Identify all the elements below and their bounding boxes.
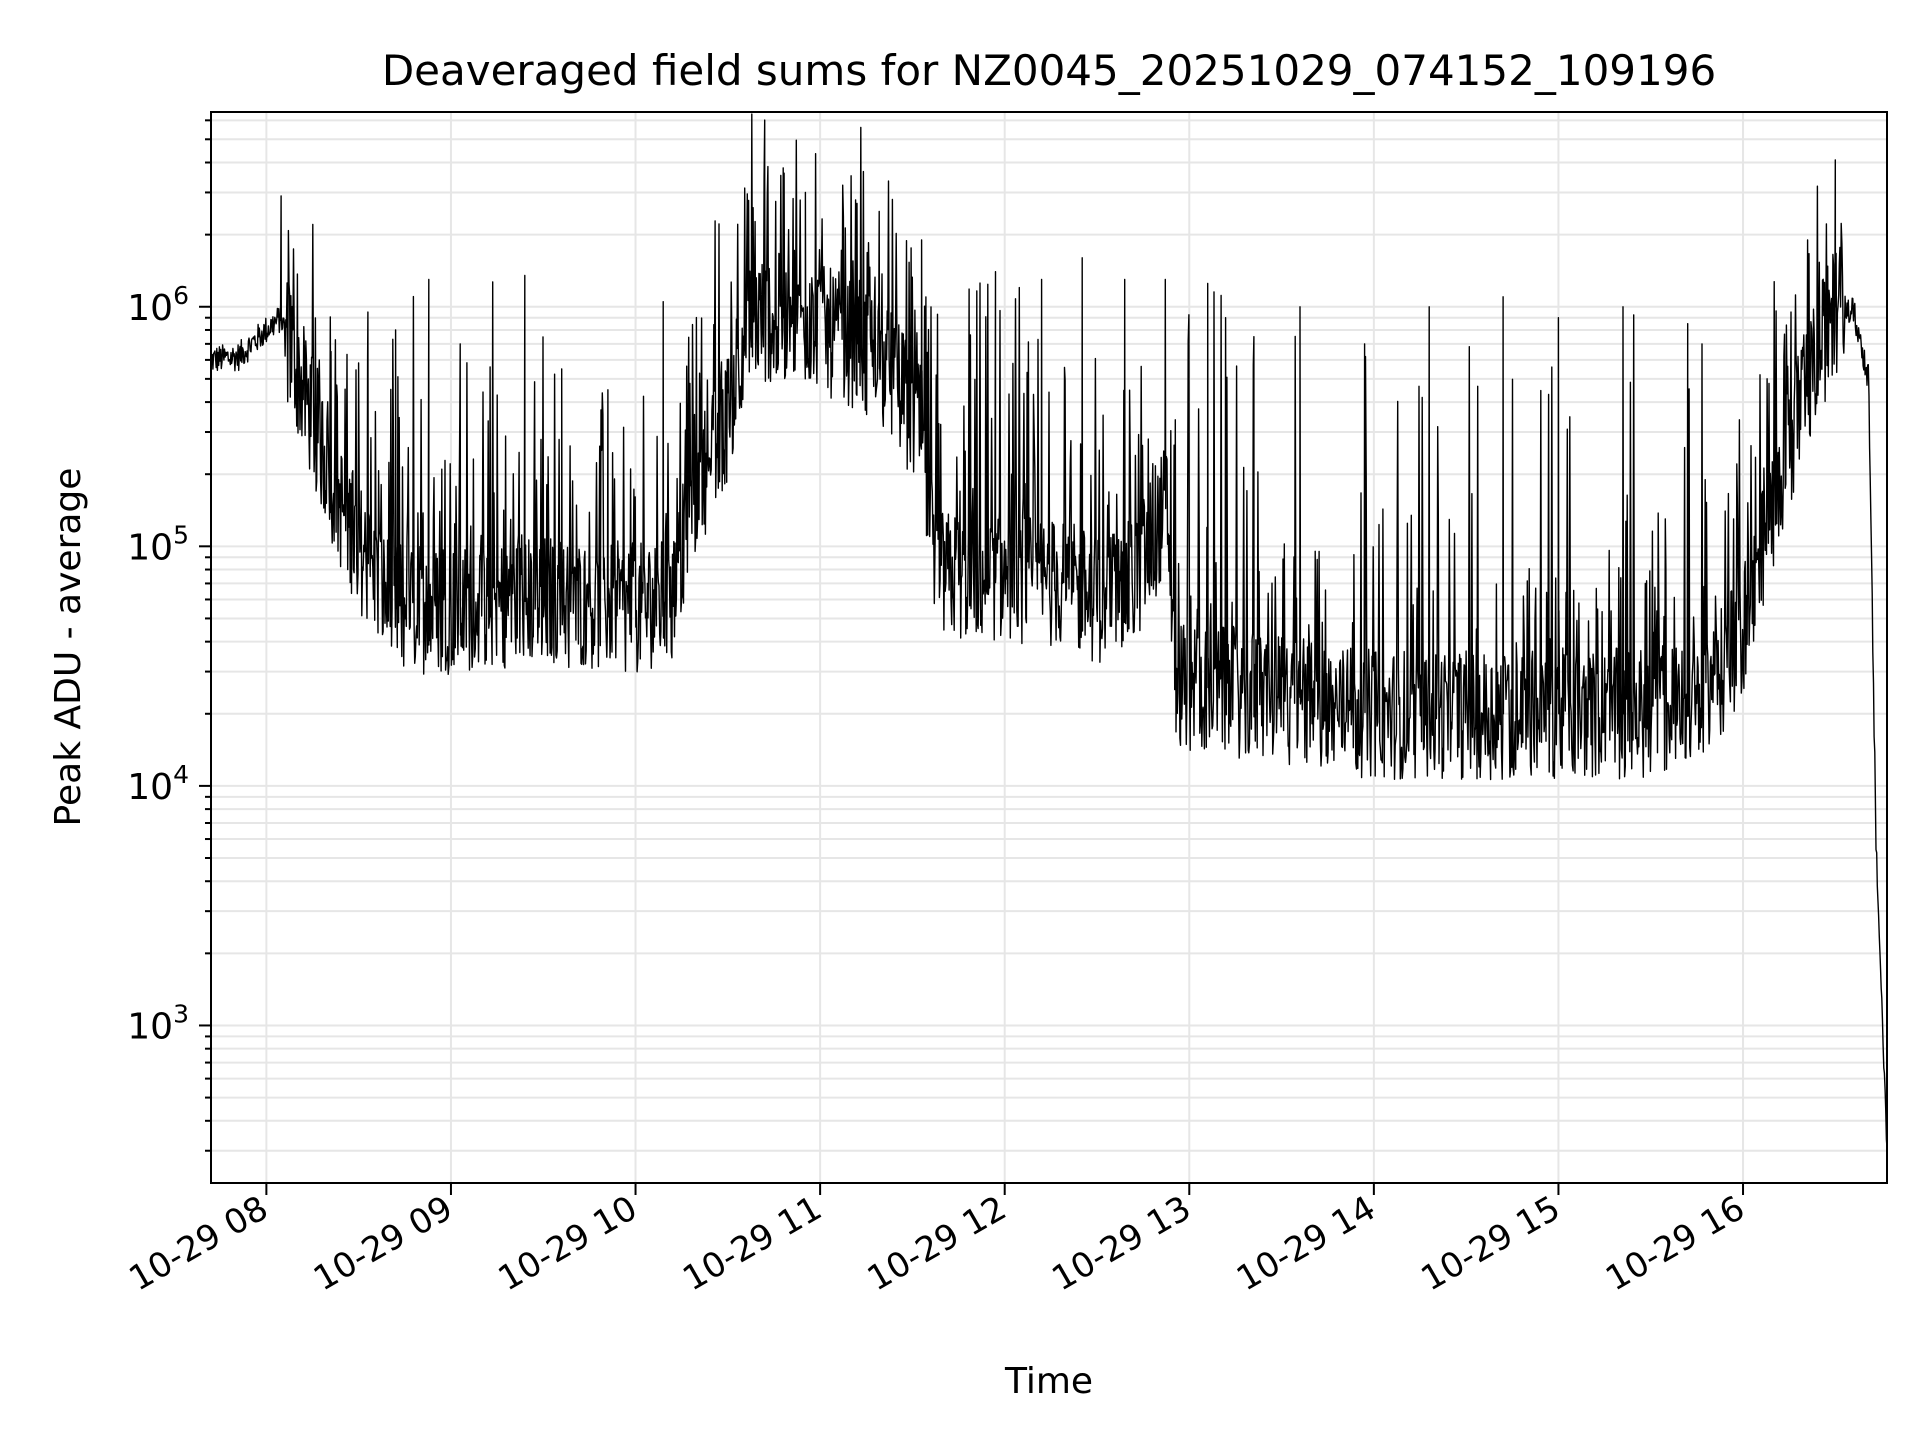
chart-title: Deaveraged field sums for NZ0045_2025102… — [382, 46, 1716, 95]
y-tick-label: 105 — [127, 520, 189, 568]
y-tick-label: 104 — [127, 760, 189, 808]
y-tick-label: 106 — [127, 281, 189, 329]
plot-area-frame — [210, 111, 1888, 1184]
grid-layer — [211, 112, 1887, 1183]
y-tick-label: 103 — [127, 999, 189, 1047]
y-tick-exponent: 3 — [173, 999, 189, 1028]
y-tick-exponent: 5 — [173, 520, 189, 549]
x-axis-label: Time — [1004, 1361, 1093, 1402]
y-tick-base: 10 — [127, 527, 173, 568]
y-tick-exponent: 4 — [173, 760, 189, 789]
series-line — [210, 113, 1888, 1148]
y-tick-base: 10 — [127, 767, 173, 808]
y-tick-base: 10 — [127, 1006, 173, 1047]
y-axis-label: Peak ADU - average — [48, 468, 89, 827]
y-tick-exponent: 6 — [173, 281, 189, 310]
y-tick-base: 10 — [127, 288, 173, 329]
data-layer — [210, 113, 1888, 1148]
